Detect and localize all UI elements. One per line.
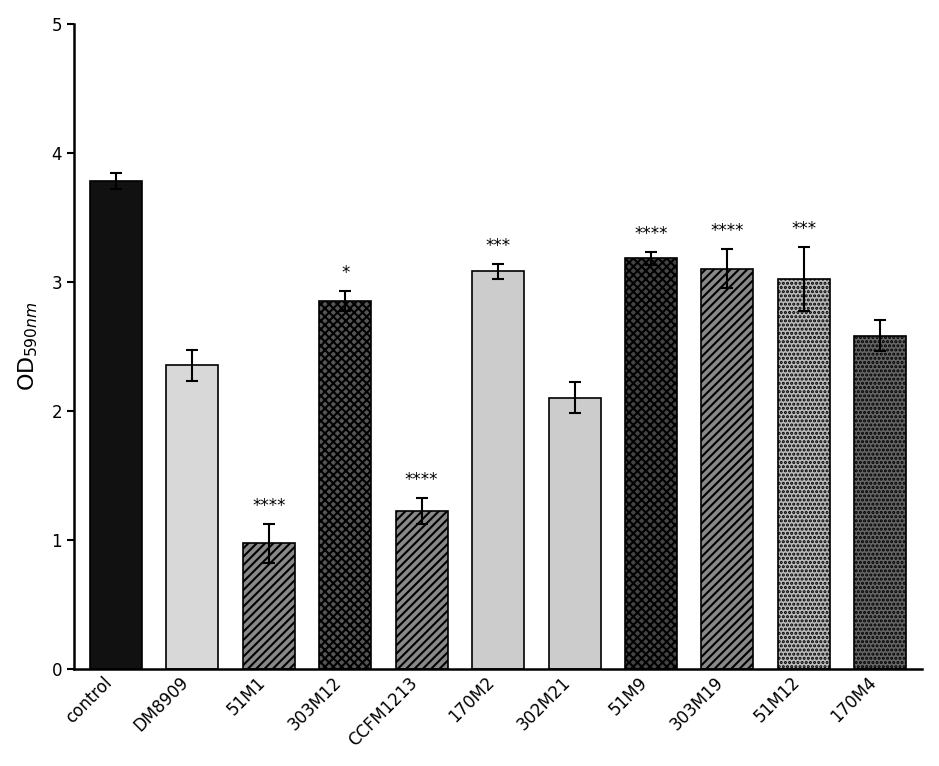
Bar <box>854 336 906 669</box>
Bar <box>625 258 677 669</box>
Bar <box>472 271 524 669</box>
Text: *: * <box>341 264 349 282</box>
Bar <box>243 543 295 669</box>
Text: ****: **** <box>252 497 285 515</box>
Bar <box>90 181 142 669</box>
Text: ****: **** <box>405 471 439 489</box>
Bar <box>548 398 601 669</box>
Bar <box>777 279 830 669</box>
Y-axis label: OD$_{590nm}$: OD$_{590nm}$ <box>17 301 40 391</box>
Bar <box>701 269 753 669</box>
Text: ****: **** <box>634 225 668 243</box>
Bar <box>395 511 448 669</box>
Text: ***: *** <box>485 237 511 254</box>
Bar <box>166 365 218 669</box>
Bar <box>319 301 371 669</box>
Text: ***: *** <box>792 220 816 237</box>
Text: ****: **** <box>711 222 744 241</box>
